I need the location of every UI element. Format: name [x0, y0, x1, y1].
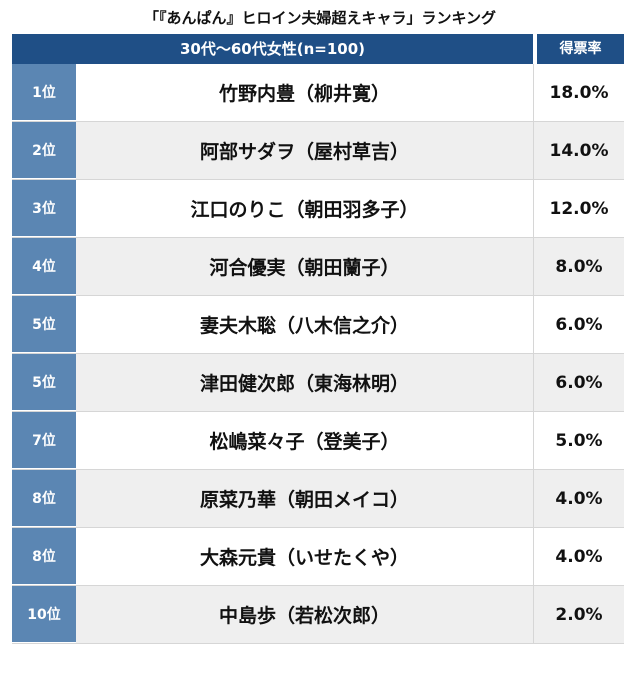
column-divider	[533, 470, 534, 527]
rank-cell: 5位	[12, 354, 76, 411]
ranking-table: 30代〜60代女性(n=100) 得票率 1位 竹野内豊（柳井寛） 18.0% 2位阿…	[12, 34, 624, 644]
vote-rate-cell: 8.0%	[534, 238, 624, 295]
vote-rate-cell: 6.0%	[534, 354, 624, 411]
rank-cell: 3位	[12, 180, 76, 237]
column-divider	[533, 64, 534, 121]
rank-cell: 4位	[12, 238, 76, 295]
character-name-cell: 中島歩（若松次郎）	[76, 586, 533, 643]
character-name-cell: 妻夫木聡（八木信之介）	[76, 296, 533, 353]
column-divider	[533, 180, 534, 237]
table-row: 7位 松嶋菜々子（登美子） 5.0%	[12, 412, 624, 470]
rank-cell: 2位	[12, 122, 76, 179]
table-row: 5位 妻夫木聡（八木信之介） 6.0%	[12, 296, 624, 354]
vote-rate-cell: 4.0%	[534, 470, 624, 527]
rank-cell: 5位	[12, 296, 76, 353]
header-rate-label: 得票率	[537, 34, 624, 64]
character-name-cell: 竹野内豊（柳井寛）	[76, 64, 533, 121]
vote-rate-cell: 18.0%	[534, 64, 624, 121]
vote-rate-cell: 14.0%	[534, 122, 624, 179]
character-name-cell: 江口のりこ（朝田羽多子）	[76, 180, 533, 237]
column-divider	[533, 586, 534, 643]
character-name-cell: 河合優実（朝田蘭子）	[76, 238, 533, 295]
rank-cell: 7位	[12, 412, 76, 469]
vote-rate-cell: 2.0%	[534, 586, 624, 643]
header-gap	[533, 34, 537, 64]
table-row: 3位 江口のりこ（朝田羽多子） 12.0%	[12, 180, 624, 238]
table-row: 4位 河合優実（朝田蘭子） 8.0%	[12, 238, 624, 296]
table-row: 1位 竹野内豊（柳井寛） 18.0%	[12, 64, 624, 122]
chart-title: 「『あんぱん』ヒロイン夫婦超えキャラ」ランキング	[143, 9, 497, 27]
vote-rate-cell: 6.0%	[534, 296, 624, 353]
table-row: 8位 原菜乃華（朝田メイコ） 4.0%	[12, 470, 624, 528]
vote-rate-cell: 5.0%	[534, 412, 624, 469]
table-body: 1位 竹野内豊（柳井寛） 18.0% 2位 阿部サダヲ（屋村草吉） 14.0% 3位 江口のり…	[12, 64, 624, 644]
rank-cell: 1位	[12, 64, 76, 121]
vote-rate-cell: 12.0%	[534, 180, 624, 237]
column-divider	[533, 354, 534, 411]
character-name-cell: 阿部サダヲ（屋村草吉）	[76, 122, 533, 179]
character-name-cell: 原菜乃華（朝田メイコ）	[76, 470, 533, 527]
character-name-cell: 大森元貴（いせたくや）	[76, 528, 533, 585]
table-row: 8位 大森元貴（いせたくや） 4.0%	[12, 528, 624, 586]
column-divider	[533, 412, 534, 469]
rank-cell: 8位	[12, 528, 76, 585]
table-row: 5位 津田健次郎（東海林明） 6.0%	[12, 354, 624, 412]
table-row: 10位 中島歩（若松次郎） 2.0%	[12, 586, 624, 644]
column-divider	[533, 528, 534, 585]
character-name-cell: 津田健次郎（東海林明）	[76, 354, 533, 411]
table-row: 2位 阿部サダヲ（屋村草吉） 14.0%	[12, 122, 624, 180]
column-divider	[533, 296, 534, 353]
rank-cell: 10位	[12, 586, 76, 643]
vote-rate-cell: 4.0%	[534, 528, 624, 585]
rank-cell: 8位	[12, 470, 76, 527]
column-divider	[533, 238, 534, 295]
column-divider	[533, 122, 534, 179]
character-name-cell: 松嶋菜々子（登美子）	[76, 412, 533, 469]
header-group-label: 30代〜60代女性(n=100)	[12, 34, 533, 64]
table-header: 30代〜60代女性(n=100) 得票率	[12, 34, 624, 64]
